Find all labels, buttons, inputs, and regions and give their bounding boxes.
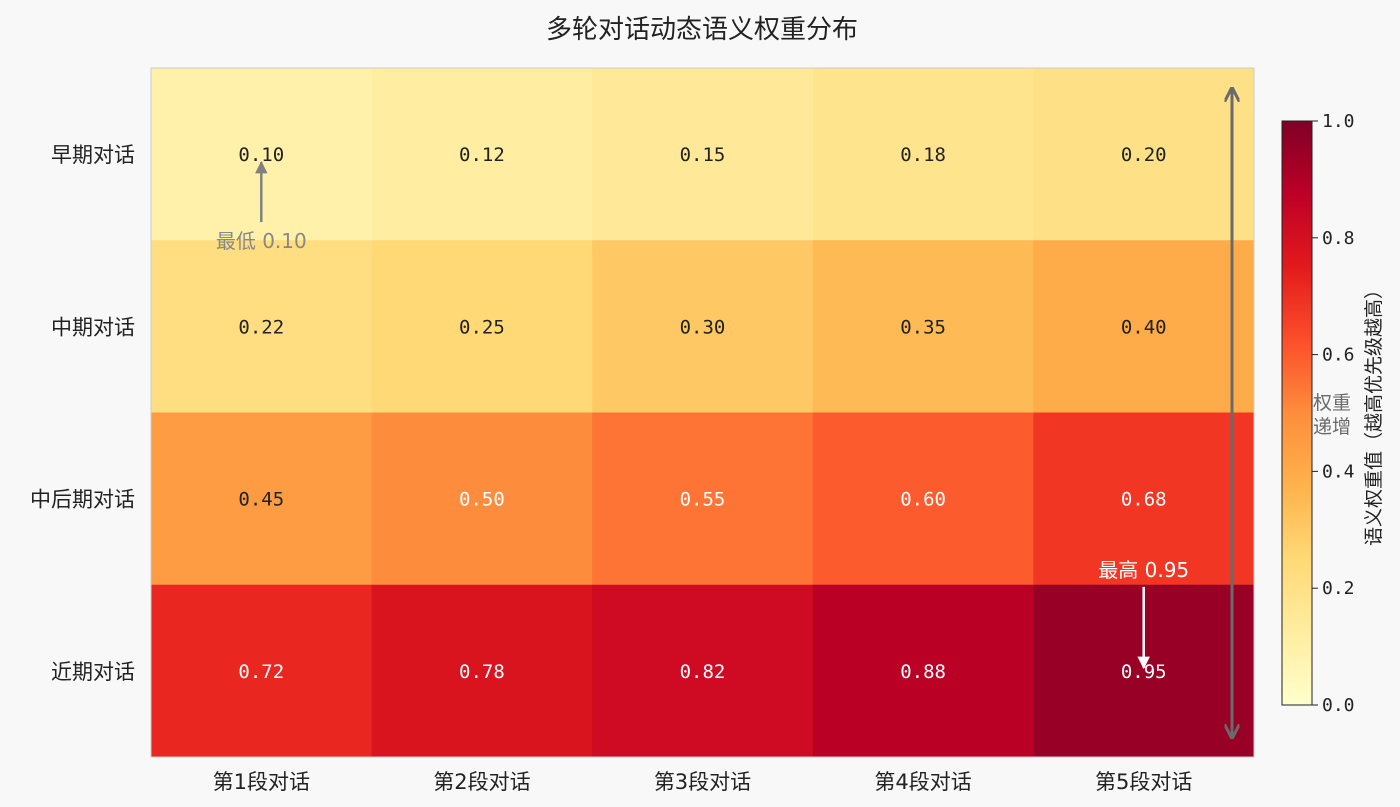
heatmap-cell: [812, 68, 1034, 241]
heatmap-cell: [592, 584, 814, 758]
colorbar-tick-label: 0.2: [1322, 578, 1355, 599]
colorbar-tick-label: 0.6: [1322, 345, 1355, 366]
colorbar: [1281, 120, 1313, 706]
chart-title: 多轮对话动态语义权重分布: [546, 15, 858, 45]
heatmap-cell: [151, 412, 373, 586]
heatmap-cell: [371, 584, 593, 758]
cell-value-label: 0.88: [900, 661, 946, 683]
column-label: 第1段对话: [213, 770, 310, 794]
cell-value-label: 0.15: [680, 144, 726, 166]
heatmap-cell: [592, 240, 814, 413]
column-label: 第2段对话: [433, 770, 530, 794]
heatmap-cell: [812, 240, 1034, 413]
lowest-annotation-label: 最低 0.10: [216, 229, 307, 253]
cell-value-label: 0.35: [900, 316, 946, 338]
cell-value-label: 0.78: [459, 661, 505, 683]
row-label: 中期对话: [51, 315, 135, 339]
colorbar-ticks: 0.0 0.2 0.4 0.6 0.8 1.0: [1312, 111, 1355, 716]
lowest-annotation: 最低 0.10: [216, 160, 307, 253]
heatmap-cell: [151, 584, 373, 758]
cell-value-label: 0.30: [680, 316, 726, 338]
heatmap-cell: [371, 412, 593, 586]
heatmap-cell: [592, 412, 814, 586]
column-label: 第3段对话: [654, 770, 751, 794]
heatmap-cell: [1033, 412, 1255, 586]
trend-label-line2: 递增: [1313, 416, 1351, 438]
cell-value-label: 0.45: [238, 489, 284, 511]
colorbar-tick-label: 1.0: [1322, 111, 1355, 132]
heatmap-cell: [371, 68, 593, 241]
column-label: 第4段对话: [874, 770, 971, 794]
highest-annotation: 最高 0.95: [1098, 558, 1189, 670]
heatmap-cell: [1033, 68, 1255, 241]
x-axis-tick-labels: 第1段对话 第2段对话 第3段对话 第4段对话 第5段对话: [213, 770, 1193, 794]
heatmap-cell: [812, 584, 1034, 758]
cell-value-label: 0.95: [1121, 661, 1167, 683]
heatmap-cell: [1033, 240, 1255, 413]
row-label: 早期对话: [51, 143, 135, 167]
heatmap-cell: [592, 68, 814, 241]
heatmap-cell: [812, 412, 1034, 586]
cell-value-label: 0.20: [1121, 144, 1167, 166]
cell-value-label: 0.18: [900, 144, 946, 166]
plot-frame: [150, 67, 1255, 758]
colorbar-tick-label: 0.0: [1322, 695, 1355, 716]
heatmap-cell: [371, 240, 593, 413]
trend-annotation: 权重 递增: [1232, 90, 1351, 736]
cell-value-label: 0.50: [459, 489, 505, 511]
cell-value-label: 0.82: [680, 661, 726, 683]
row-label: 近期对话: [51, 660, 135, 684]
heatmap-cells: [151, 68, 1255, 758]
cell-value-label: 0.60: [900, 489, 946, 511]
column-label: 第5段对话: [1095, 770, 1192, 794]
cell-value-label: 0.72: [238, 661, 284, 683]
cell-value-label: 0.25: [459, 316, 505, 338]
heatmap-value-labels: 0.10 0.12 0.15 0.18 0.20 0.22 0.25 0.30 0.35 0.40…: [238, 144, 1166, 683]
colorbar-label: 语义权重值（越高优先级越高）: [1363, 280, 1385, 546]
highest-annotation-label: 最高 0.95: [1098, 558, 1189, 582]
cell-value-label: 0.55: [680, 489, 726, 511]
colorbar-tick-label: 0.4: [1322, 461, 1355, 482]
cell-value-label: 0.12: [459, 144, 505, 166]
cell-value-label: 0.22: [238, 316, 284, 338]
colorbar-tick-label: 0.8: [1322, 228, 1355, 249]
cell-value-label: 0.68: [1121, 489, 1167, 511]
cell-value-label: 0.40: [1121, 316, 1167, 338]
row-label: 中后期对话: [30, 488, 135, 512]
trend-label-line1: 权重: [1313, 392, 1351, 414]
cell-value-label: 0.10: [238, 144, 284, 166]
heatmap-cell: [151, 240, 373, 413]
